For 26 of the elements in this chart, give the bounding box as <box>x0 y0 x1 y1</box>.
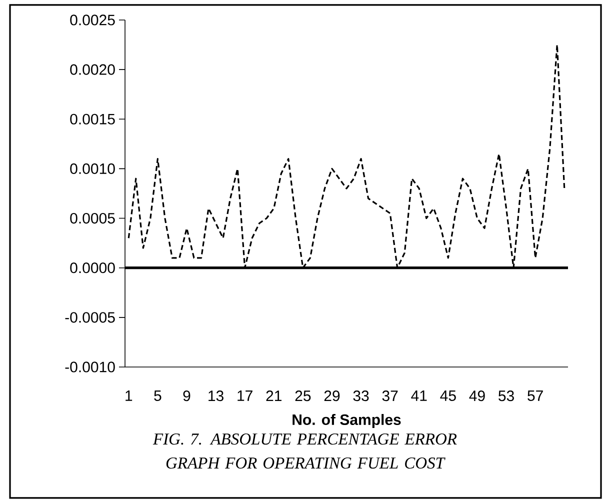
x-axis-title: No. of Samples <box>292 414 401 428</box>
x-tick-label: 13 <box>208 390 224 402</box>
x-tick-label: 5 <box>154 390 162 401</box>
x-tick-label: 21 <box>266 390 282 401</box>
line-series <box>128 44 566 269</box>
y-tick-label: 0.0005 <box>70 212 115 224</box>
x-tick-label: 41 <box>411 390 427 401</box>
x-tick-label: 17 <box>238 390 252 401</box>
y-tick-label: -0.0005 <box>65 312 115 323</box>
y-tick-label: -0.0010 <box>65 362 115 372</box>
y-tick-label: 0.0000 <box>70 262 115 274</box>
y-tick-label: 0.0020 <box>70 64 115 75</box>
y-tick-label: 0.0015 <box>70 114 115 124</box>
x-tick-label: 9 <box>183 390 190 402</box>
x-tick-label: 45 <box>440 390 456 401</box>
x-tick-label: 29 <box>324 390 340 402</box>
y-tick-label: 0.0025 <box>70 14 115 26</box>
y-tick-label: 0.0010 <box>70 163 115 174</box>
x-tick-label: 49 <box>469 390 485 402</box>
x-tick-label: 53 <box>498 390 514 402</box>
caption: FIG. 7. ABSOLUTE PERCENTAGE ERROR GRAPH FOR OPERATING FUEL COST <box>152 434 457 469</box>
x-tick-label: 25 <box>295 390 311 402</box>
x-tick-label: 57 <box>528 390 543 401</box>
x-tick-label: 37 <box>382 390 398 402</box>
x-tick-label: 1 <box>126 390 132 401</box>
x-tick-label: 33 <box>353 390 369 402</box>
